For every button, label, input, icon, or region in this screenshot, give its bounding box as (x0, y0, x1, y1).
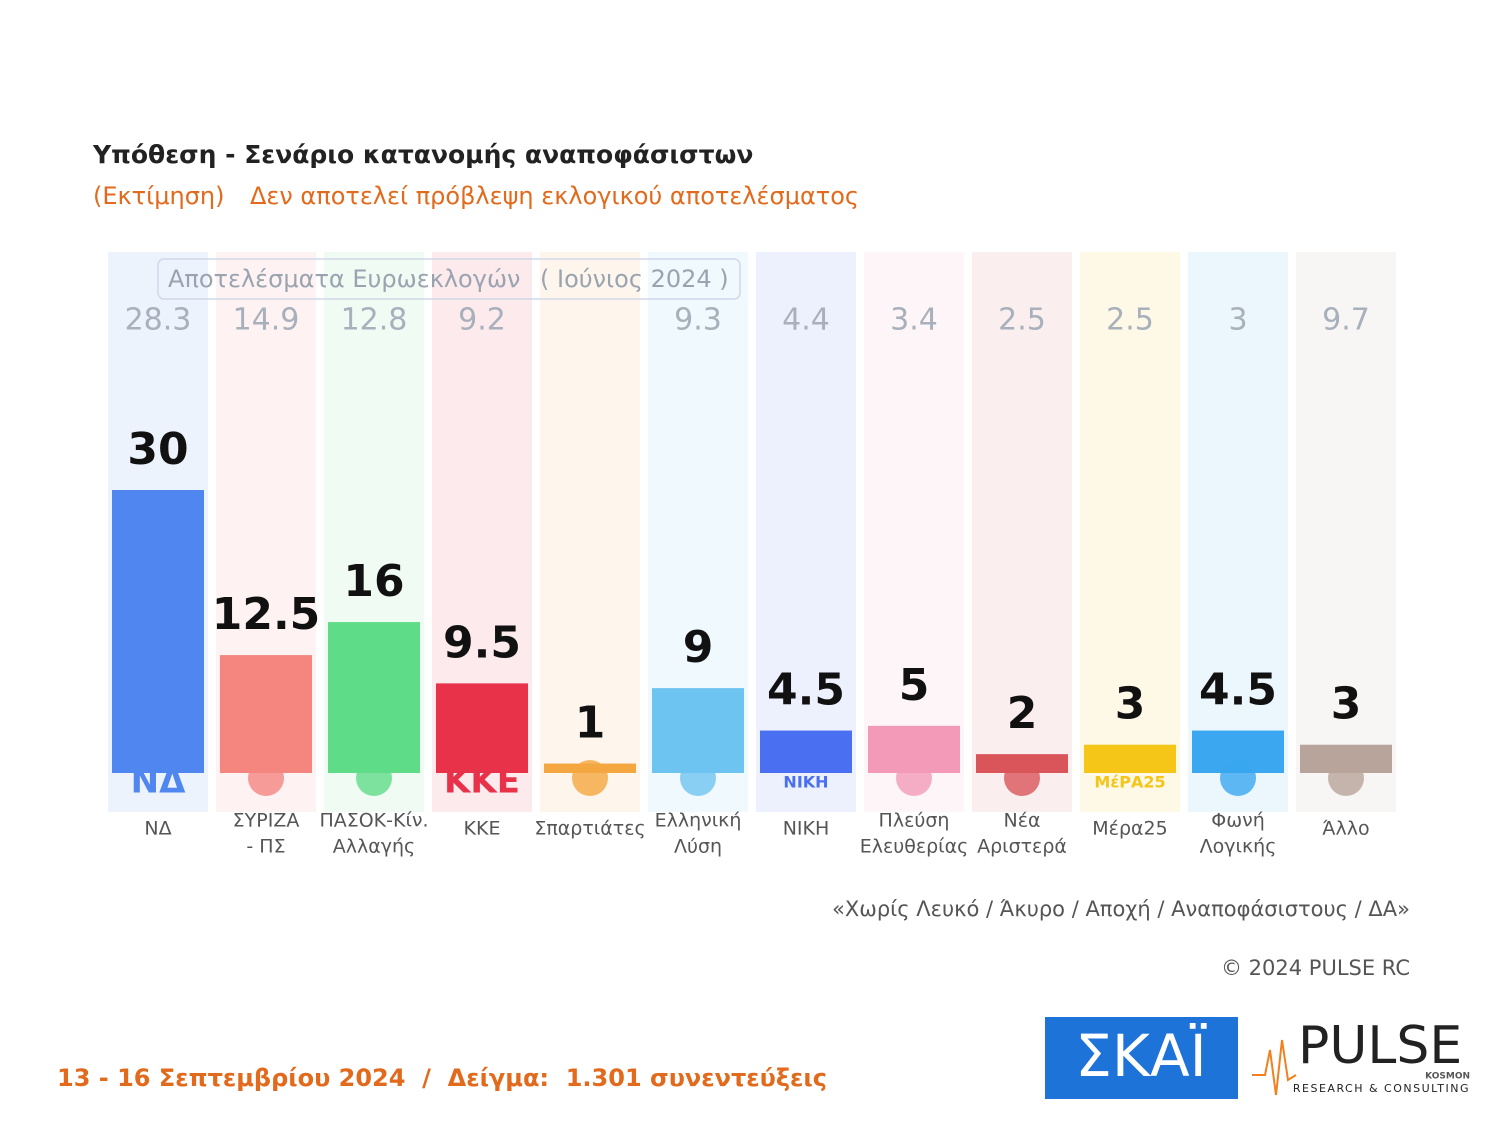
skai-logo (1045, 1017, 1238, 1099)
reference-value: 2.5 (1106, 303, 1154, 338)
x-tick-label: ΚΚΕ (464, 818, 501, 840)
value-label: 1 (575, 698, 606, 749)
bar (760, 730, 852, 773)
party-logo-icon (356, 760, 392, 796)
value-label: 5 (899, 660, 930, 711)
value-label: 4.5 (1199, 665, 1277, 716)
column-band (1188, 252, 1288, 812)
skai-logo-text: ΣΚΑΪ (1075, 1022, 1206, 1090)
column-band (972, 252, 1072, 812)
party-logo-icon (572, 760, 608, 796)
value-label: 9 (683, 622, 714, 673)
value-label: 3 (1331, 679, 1362, 730)
party-logo-icon (1220, 760, 1256, 796)
value-label: 16 (343, 556, 404, 607)
value-label: 9.5 (443, 617, 521, 668)
column-band (864, 252, 964, 812)
note: «Χωρίς Λευκό / Άκυρο / Αποχή / Αναποφάσι… (832, 897, 1410, 921)
pulse-tagline: RESEARCH & CONSULTING (1293, 1082, 1470, 1095)
reference-value: 14.9 (233, 303, 300, 338)
reference-value: 12.8 (341, 303, 408, 338)
copyright: © 2024 PULSE RC (1221, 956, 1410, 980)
x-tick-label: Λογικής (1200, 836, 1277, 858)
reference-value: 9.7 (1322, 303, 1370, 338)
x-tick-label: - ΠΣ (246, 836, 285, 858)
reference-value: 9.3 (674, 303, 722, 338)
x-tick-label: Μέρα25 (1092, 818, 1167, 840)
reference-value: 3.4 (890, 303, 938, 338)
x-tick-label: Ελληνική (655, 810, 742, 832)
x-tick-label: Νέα (1003, 810, 1040, 832)
subtitle: (Εκτίμηση) (93, 182, 225, 210)
value-label: 2 (1007, 688, 1038, 739)
column-band (1080, 252, 1180, 812)
subtitle: Δεν αποτελεί πρόβλεψη εκλογικού αποτελέσ… (250, 182, 859, 210)
x-tick-label: Λύση (674, 836, 722, 858)
column-band (540, 252, 640, 812)
reference-value: 9.2 (458, 303, 506, 338)
pulse-icon (1252, 1039, 1297, 1096)
value-label: 4.5 (767, 665, 845, 716)
reference-box (157, 258, 741, 300)
bar (112, 490, 204, 773)
pulse-kosmon: KOSMON (1425, 1072, 1470, 1082)
x-tick-label: Άλλο (1322, 818, 1369, 840)
party-logo: ΜέΡΑ25 (1094, 773, 1165, 792)
x-tick-label: Σπαρτιάτες (534, 818, 645, 840)
reference-value: 28.3 (125, 303, 192, 338)
reference-value: 2.5 (998, 303, 1046, 338)
chart-title: Υπόθεση - Σενάριο κατανομής αναποφάσιστω… (92, 140, 753, 169)
value-label: 30 (127, 424, 188, 475)
x-tick-label: Αριστερά (977, 836, 1067, 858)
x-tick-label: Ελευθερίας (860, 836, 969, 858)
party-logo: ΝΙΚΗ (783, 773, 828, 792)
pulse-logo-text: PULSE (1298, 1016, 1462, 1076)
value-label: 3 (1115, 679, 1146, 730)
footer: 13 - 16 Σεπτεμβρίου 2024 / Δείγμα: 1.301… (57, 1064, 827, 1092)
party-logo-icon (1328, 760, 1364, 796)
x-tick-label: ΝΙΚΗ (783, 818, 830, 840)
value-label: 12.5 (212, 589, 321, 640)
x-tick-label: Αλλαγής (333, 836, 415, 858)
party-logo: ΚΚΕ (444, 762, 520, 802)
party-logo-icon (680, 760, 716, 796)
column-band (1296, 252, 1396, 812)
bar (328, 622, 420, 773)
reference-label: Αποτελέσματα Ευρωεκλογών (168, 265, 520, 293)
party-logo-icon (1004, 760, 1040, 796)
party-logo-icon (896, 760, 932, 796)
reference-value: 3 (1228, 303, 1247, 338)
party-logo: ΝΔ (131, 762, 186, 802)
reference-label: ( Ιούνιος 2024 ) (540, 265, 729, 293)
column-band (756, 252, 856, 812)
x-tick-label: Πλεύση (879, 810, 950, 832)
x-tick-label: ΠΑΣΟΚ-Κίν. (319, 810, 428, 832)
reference-value: 4.4 (782, 303, 830, 338)
x-tick-label: Φωνή (1211, 810, 1265, 832)
party-logo-icon (248, 760, 284, 796)
bar (1084, 744, 1176, 773)
x-tick-label: ΝΔ (144, 818, 171, 840)
x-tick-label: ΣΥΡΙΖΑ (233, 810, 300, 832)
bar (652, 688, 744, 773)
bar (436, 683, 528, 773)
bar (220, 655, 312, 773)
